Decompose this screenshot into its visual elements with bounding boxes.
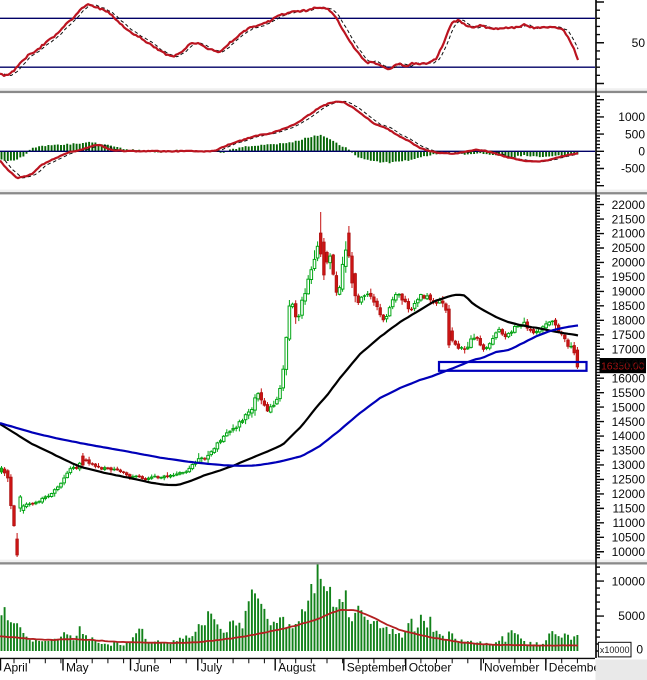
- svg-text:June: June: [134, 661, 160, 675]
- svg-text:May: May: [66, 661, 89, 675]
- svg-text:1000: 1000: [618, 110, 645, 124]
- svg-text:0: 0: [638, 145, 645, 159]
- svg-text:April: April: [4, 661, 28, 675]
- svg-text:50: 50: [632, 36, 646, 50]
- svg-text:11000: 11000: [613, 516, 646, 530]
- svg-text:13500: 13500: [612, 444, 646, 458]
- svg-text:September: September: [347, 661, 406, 675]
- svg-text:10500: 10500: [612, 531, 646, 545]
- svg-text:11500: 11500: [613, 502, 646, 516]
- svg-text:10000: 10000: [612, 545, 646, 559]
- svg-text:14000: 14000: [612, 429, 646, 443]
- svg-text:August: August: [278, 661, 316, 675]
- svg-text:October: October: [409, 661, 452, 675]
- svg-text:16350.00: 16350.00: [601, 360, 645, 372]
- svg-text:19500: 19500: [612, 270, 646, 284]
- svg-text:12000: 12000: [612, 487, 646, 501]
- svg-text:16500: 16500: [612, 357, 646, 371]
- svg-text:14500: 14500: [612, 415, 646, 429]
- svg-text:21000: 21000: [612, 227, 646, 241]
- svg-text:20500: 20500: [612, 241, 646, 255]
- svg-text:December: December: [549, 661, 604, 675]
- svg-text:22000: 22000: [612, 198, 646, 212]
- svg-text:17000: 17000: [612, 342, 646, 356]
- svg-text:5000: 5000: [618, 609, 645, 623]
- svg-text:10000: 10000: [612, 574, 646, 588]
- svg-text:November: November: [484, 661, 539, 675]
- svg-text:500: 500: [625, 127, 645, 141]
- svg-text:16000: 16000: [612, 371, 646, 385]
- svg-text:x10000: x10000: [600, 645, 630, 655]
- svg-text:July: July: [201, 661, 222, 675]
- svg-text:12500: 12500: [612, 473, 646, 487]
- svg-text:18000: 18000: [612, 314, 646, 328]
- svg-text:0: 0: [636, 643, 643, 657]
- svg-text:19000: 19000: [612, 285, 646, 299]
- svg-text:15000: 15000: [612, 400, 646, 414]
- svg-text:13000: 13000: [612, 458, 646, 472]
- svg-text:21500: 21500: [612, 212, 646, 226]
- svg-text:17500: 17500: [612, 328, 646, 342]
- svg-text:15500: 15500: [612, 386, 646, 400]
- svg-text:18500: 18500: [612, 299, 646, 313]
- svg-text:20000: 20000: [612, 256, 646, 270]
- svg-text:-500: -500: [621, 162, 645, 176]
